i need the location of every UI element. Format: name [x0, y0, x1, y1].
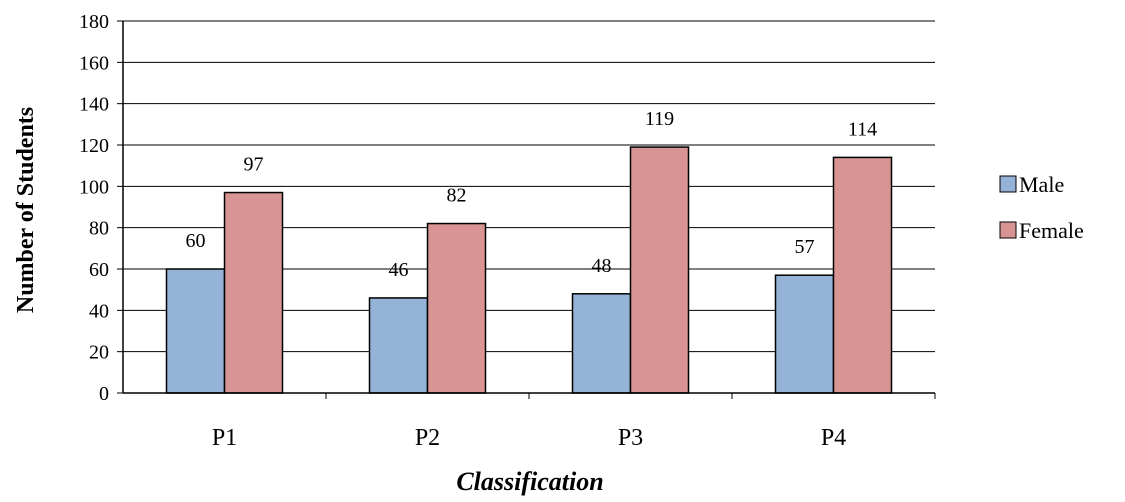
y-tick-label: 140 [79, 94, 109, 116]
bar-male-p1 [165, 268, 226, 394]
data-label-female-p3: 119 [645, 108, 674, 130]
bars [165, 146, 893, 394]
legend-label-female: Female [1019, 218, 1084, 243]
x-category-label: P2 [415, 425, 440, 451]
y-axis-ticks: 0 20 40 60 80 100 120 140 160 180 [79, 11, 123, 405]
bar-female-p3 [629, 146, 690, 394]
bar-male-p3 [571, 293, 632, 394]
y-tick-label: 60 [89, 259, 109, 281]
data-label-male-p1: 60 [186, 230, 206, 252]
legend-label-male: Male [1019, 172, 1064, 197]
data-label-male-p4: 57 [795, 236, 815, 258]
bar-male-p4 [774, 274, 835, 394]
data-label-male-p2: 46 [389, 259, 409, 281]
bar-female-p1 [223, 191, 284, 394]
y-tick-label: 100 [79, 176, 109, 198]
data-labels: 60 97 46 82 48 119 57 114 [186, 108, 878, 281]
data-label-male-p3: 48 [592, 255, 612, 277]
legend: Male Female [999, 172, 1084, 243]
bar-male-p2 [368, 297, 429, 394]
y-tick-label: 180 [79, 11, 109, 33]
x-category-label: P1 [212, 425, 237, 451]
y-tick-label: 40 [89, 300, 109, 322]
y-tick-label: 20 [89, 342, 109, 364]
y-tick-label: 80 [89, 218, 109, 240]
y-axis-title: Number of Students [13, 107, 39, 313]
x-axis-categories: P1 P2 P3 P4 [212, 393, 936, 451]
x-category-label: P3 [618, 425, 643, 451]
data-label-female-p2: 82 [447, 185, 467, 207]
data-label-female-p1: 97 [244, 154, 264, 176]
legend-swatch-male [999, 175, 1017, 193]
bar-female-p4 [832, 156, 893, 394]
y-tick-label: 120 [79, 135, 109, 157]
y-tick-label: 160 [79, 52, 109, 74]
bar-female-p2 [426, 222, 487, 394]
data-label-female-p4: 114 [848, 118, 877, 140]
x-axis-title: Classification [456, 467, 603, 496]
x-category-label: P4 [821, 425, 846, 451]
legend-swatch-female [999, 221, 1017, 239]
y-tick-label: 0 [99, 383, 109, 405]
